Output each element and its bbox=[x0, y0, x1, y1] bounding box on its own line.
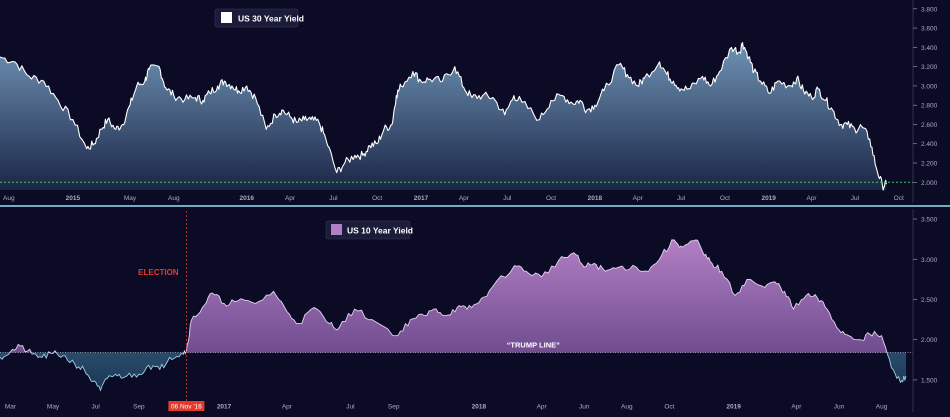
trump-line-label: “TRUMP LINE” bbox=[507, 341, 560, 350]
legend-30y: US 30 Year Yield bbox=[214, 8, 304, 28]
top-x-tick-label: 2016 bbox=[239, 195, 254, 202]
bottom-x-tick-label: 2019 bbox=[726, 404, 741, 411]
top-x-tick-label: Jul bbox=[503, 195, 512, 202]
bottom-x-tick-label: Mar bbox=[5, 404, 17, 411]
legend-10y: US 10 Year Yield bbox=[325, 220, 413, 240]
top-x-tick-label: 2015 bbox=[66, 195, 81, 202]
bottom-y-tick-label: 1.500 bbox=[921, 377, 938, 384]
bottom-y-tick-label: 2.000 bbox=[921, 337, 938, 344]
bottom-panel-10y: “TRUMP LINE” ELECTION 3.500 3.000 2.500 2.0… bbox=[0, 209, 938, 412]
elec-date-badge: 06 Nov '16 bbox=[168, 401, 205, 411]
bottom-y-axis: 3.500 3.000 2.500 2.000 1.500 bbox=[912, 209, 938, 412]
top-x-tick-label: Aug bbox=[168, 195, 180, 202]
bottom-x-tick-label: Sep bbox=[133, 404, 145, 411]
top-y-tick-label: 3.000 bbox=[921, 83, 938, 90]
top-x-axis: Aug 2015 May Aug 2016 Apr Jul Oct 2017 Apr Jul Oct 2… bbox=[3, 195, 904, 202]
election-annotation: ELECTION bbox=[138, 268, 179, 277]
top-y-axis: 3.800 3.600 3.400 3.200 3.000 2.800 2.600 2.400… bbox=[912, 0, 938, 203]
yield-30y-line bbox=[0, 41, 887, 191]
bottom-x-tick-label: Aug bbox=[621, 404, 633, 411]
bottom-x-tick-label: Jul bbox=[346, 404, 355, 411]
bottom-x-tick-label: 2018 bbox=[472, 404, 487, 411]
top-x-tick-label: Apr bbox=[459, 195, 470, 202]
top-y-tick-label: 2.800 bbox=[921, 103, 938, 110]
bottom-x-tick-label: Jun bbox=[579, 404, 590, 411]
top-x-tick-label: Jul bbox=[851, 195, 860, 202]
yield-10y-area-above bbox=[0, 239, 906, 353]
top-y-tick-label: 3.200 bbox=[921, 64, 938, 71]
top-y-tick-label: 2.600 bbox=[921, 122, 938, 129]
top-x-tick-label: Apr bbox=[806, 195, 817, 202]
top-x-tick-label: Apr bbox=[633, 195, 644, 202]
election-date-label: 06 Nov '16 bbox=[171, 404, 202, 411]
top-x-tick-label: 2019 bbox=[761, 195, 776, 202]
top-x-tick-label: Jul bbox=[329, 195, 338, 202]
bottom-x-tick-label: 2017 bbox=[217, 404, 232, 411]
election-date-badge bbox=[168, 401, 205, 411]
top-x-tick-label: Oct bbox=[720, 195, 730, 202]
bottom-x-tick-label: Apr bbox=[791, 404, 802, 411]
bottom-x-tick-label: Jul bbox=[91, 404, 100, 411]
yield-10y-line-above bbox=[9, 239, 888, 353]
yield-30y-area bbox=[0, 42, 887, 191]
legend-30y-label: US 30 Year Yield bbox=[238, 14, 304, 24]
legend-10y-swatch bbox=[331, 224, 342, 235]
bottom-x-axis: Mar May Jul Sep 2017 Apr Jul Sep 2018 Apr Jun Aug Oc… bbox=[5, 404, 888, 411]
top-x-tick-label: Aug bbox=[3, 195, 15, 202]
bottom-x-tick-label: May bbox=[47, 404, 60, 411]
top-y-tick-label: 2.400 bbox=[921, 141, 938, 148]
top-x-tick-label: Oct bbox=[546, 195, 556, 202]
bottom-x-tick-label: Jun bbox=[834, 404, 845, 411]
top-x-tick-label: May bbox=[124, 195, 137, 202]
bottom-x-tick-label: Apr bbox=[282, 404, 293, 411]
bottom-x-tick-label: Aug bbox=[876, 404, 888, 411]
legend-10y-label: US 10 Year Yield bbox=[347, 226, 413, 236]
top-x-tick-label: Oct bbox=[372, 195, 382, 202]
top-y-tick-label: 2.000 bbox=[921, 180, 938, 187]
bottom-x-tick-label: Sep bbox=[388, 404, 400, 411]
bottom-x-tick-label: Apr bbox=[537, 404, 548, 411]
bottom-x-tick-label: Oct bbox=[664, 404, 674, 411]
top-panel-30y: 3.800 3.600 3.400 3.200 3.000 2.800 2.600 2.400… bbox=[0, 0, 938, 203]
top-x-tick-label: Oct bbox=[894, 195, 904, 202]
top-y-tick-label: 2.200 bbox=[921, 161, 938, 168]
legend-30y-swatch bbox=[221, 12, 232, 23]
top-x-tick-label: 2018 bbox=[588, 195, 603, 202]
bottom-y-tick-label: 3.000 bbox=[921, 257, 938, 264]
yield-10y-area-below bbox=[0, 352, 906, 391]
top-y-tick-label: 3.800 bbox=[921, 6, 938, 13]
bottom-y-tick-label: 2.500 bbox=[921, 297, 938, 304]
top-x-tick-label: Apr bbox=[285, 195, 296, 202]
yield-10y-line-below bbox=[0, 352, 907, 392]
top-x-tick-label: Jul bbox=[677, 195, 686, 202]
bottom-y-tick-label: 3.500 bbox=[921, 217, 938, 224]
top-y-tick-label: 3.400 bbox=[921, 45, 938, 52]
top-y-tick-label: 3.600 bbox=[921, 26, 938, 33]
top-x-tick-label: 2017 bbox=[414, 195, 429, 202]
